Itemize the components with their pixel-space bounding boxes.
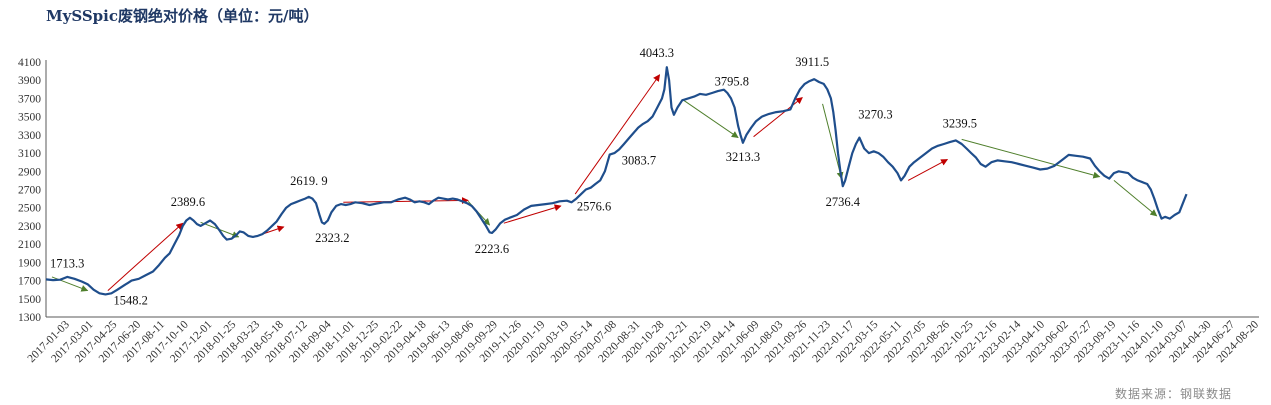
- uptrend-arrow: [574, 74, 661, 195]
- data-label: 2389.6: [171, 195, 205, 209]
- y-tick-label: 3300: [18, 130, 41, 142]
- downtrend-arrow: [961, 138, 1101, 179]
- data-label: 2619. 9: [290, 174, 328, 188]
- data-label: 3083.7: [622, 154, 656, 168]
- data-label: 3911.5: [795, 55, 829, 69]
- annotations: 1713.3 1548.2 2389.6 2619. 9 2323.2 2223.6 257…: [50, 46, 977, 307]
- y-tick-label: 2500: [18, 203, 41, 215]
- data-label: 3270.3: [858, 108, 892, 122]
- data-label: 1548.2: [113, 293, 147, 307]
- uptrend-arrow: [107, 222, 184, 291]
- y-tick-label: 1300: [18, 312, 41, 324]
- y-tick-label: 2900: [18, 166, 41, 178]
- source-note: 数据来源：钢联数据: [1115, 386, 1232, 401]
- data-label: 3795.8: [715, 75, 749, 89]
- downtrend-arrow: [681, 98, 739, 139]
- y-tick-label: 3100: [18, 148, 41, 160]
- y-tick-label: 3900: [18, 75, 41, 87]
- trend-arrows: [51, 74, 1158, 292]
- data-label: 2223.6: [475, 242, 509, 256]
- y-tick-label: 2300: [18, 221, 41, 233]
- uptrend-arrow: [503, 204, 562, 224]
- y-tick-label: 2100: [18, 239, 41, 251]
- data-label: 3239.5: [943, 116, 977, 130]
- data-label: 3213.3: [726, 150, 760, 164]
- data-label: 1713.3: [50, 256, 84, 270]
- data-label: 2323.2: [315, 231, 349, 245]
- uptrend-arrow: [753, 97, 803, 138]
- x-axis: 2017-01-032017-03-012017-04-252017-06-20…: [25, 316, 1261, 365]
- y-tick-label: 4100: [18, 57, 41, 69]
- series-group: [45, 66, 1188, 296]
- uptrend-arrow: [343, 197, 469, 205]
- data-label: 4043.3: [640, 46, 674, 60]
- data-label: 2576.6: [577, 200, 611, 214]
- downtrend-arrow: [1113, 180, 1158, 217]
- y-tick-label: 3700: [18, 93, 41, 105]
- y-tick-label: 2700: [18, 185, 41, 197]
- y-tick-label: 3500: [18, 112, 41, 124]
- y-tick-label: 1500: [18, 294, 41, 306]
- uptrend-arrow: [907, 159, 949, 181]
- y-tick-label: 1700: [18, 276, 41, 288]
- downtrend-arrow: [822, 103, 844, 180]
- data-label: 2736.4: [826, 195, 861, 209]
- price-series-line: [45, 66, 1188, 296]
- y-axis: 1300 1500 1700 1900 2100 2300 2500 2700 2900 3100…: [18, 57, 47, 324]
- chart-title: MySSpic废钢绝对价格（单位：元/吨）: [46, 7, 318, 25]
- y-tick-label: 1900: [18, 257, 41, 269]
